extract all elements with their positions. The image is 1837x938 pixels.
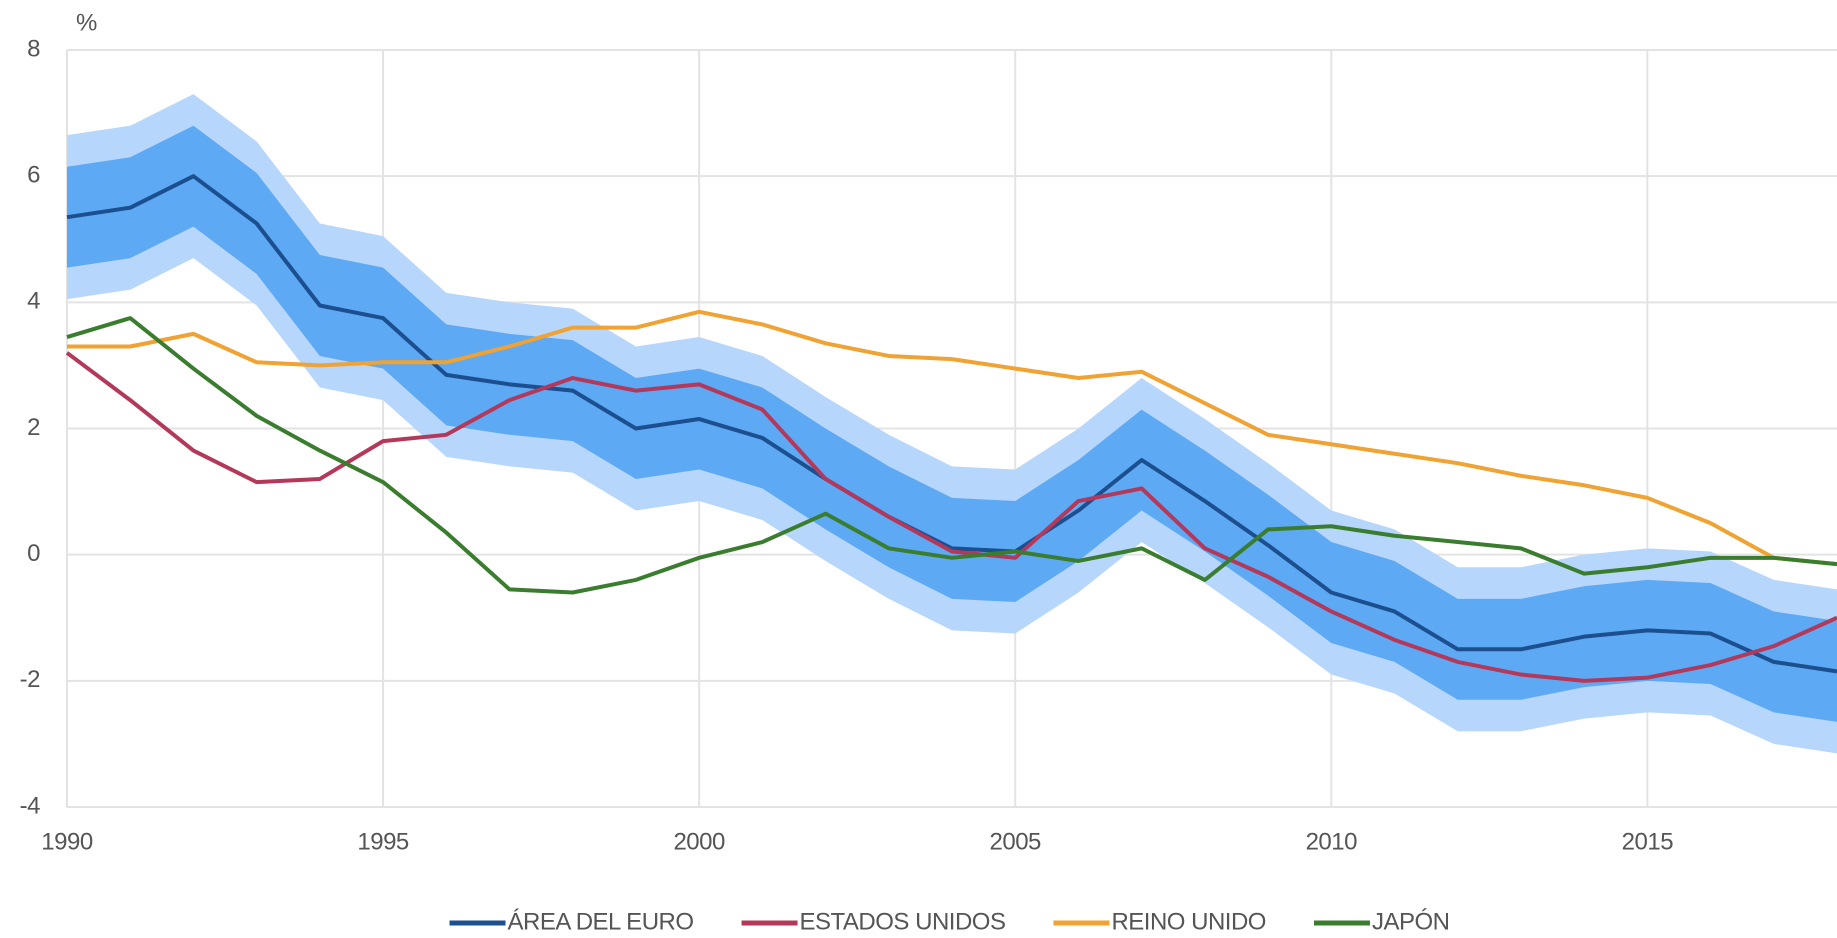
uncertainty-band — [67, 125, 1837, 722]
series-line — [66, 316, 1837, 595]
x-tick-label: 2000 — [673, 828, 725, 855]
y-tick-label: 0 — [27, 540, 40, 567]
y-axis-unit: % — [76, 9, 97, 36]
legend-label: JAPÓN — [1372, 908, 1450, 935]
y-tick-label: -4 — [20, 792, 40, 819]
x-tick-label: 2015 — [1622, 828, 1674, 855]
series-line — [67, 309, 1837, 567]
series-line — [66, 174, 1837, 674]
x-tick-label: 1995 — [357, 828, 409, 855]
y-tick-label: 4 — [27, 288, 40, 315]
legend-label: ESTADOS UNIDOS — [800, 908, 1006, 935]
legend-label: REINO UNIDO — [1111, 908, 1266, 935]
y-tick-label: 8 — [27, 35, 40, 62]
x-tick-label: 2005 — [990, 828, 1042, 855]
y-tick-label: -2 — [20, 666, 40, 693]
legend-label: ÁREA DEL EURO — [508, 908, 694, 935]
x-tick-label: 1990 — [41, 828, 93, 855]
series-line — [65, 351, 1837, 683]
y-tick-label: 6 — [27, 162, 40, 189]
y-tick-label: 2 — [27, 414, 40, 441]
x-tick-label: 2010 — [1306, 828, 1358, 855]
